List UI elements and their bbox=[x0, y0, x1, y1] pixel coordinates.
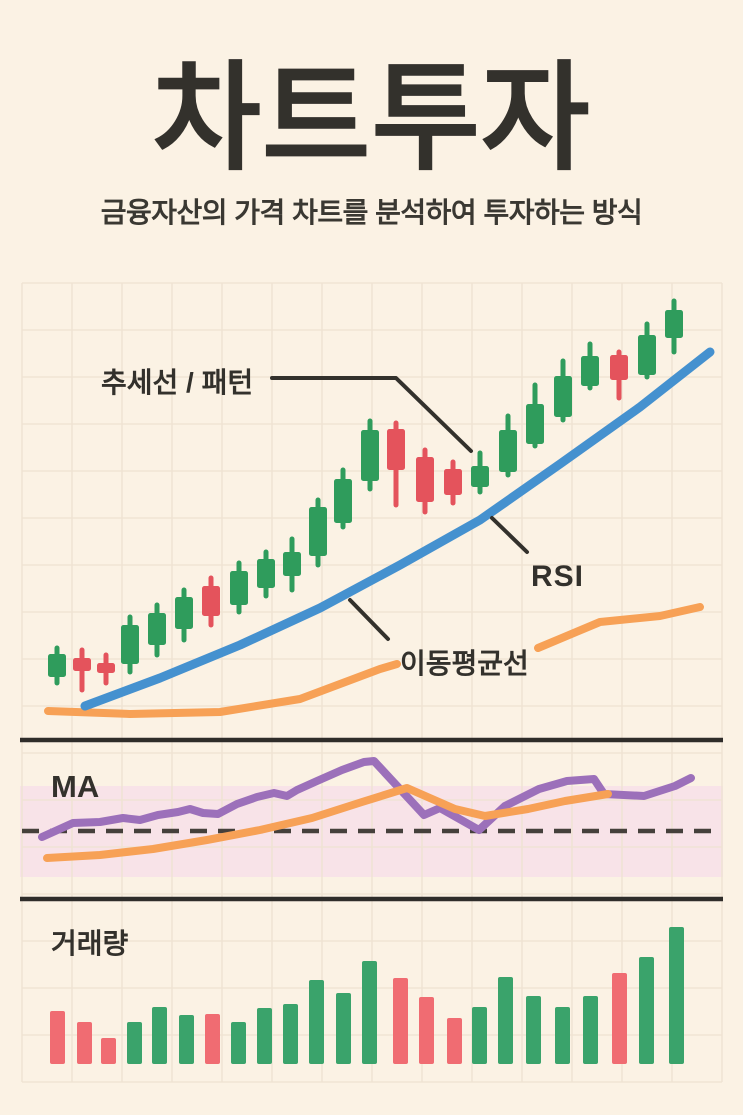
volume-bar bbox=[336, 993, 351, 1064]
candle-body bbox=[526, 404, 544, 444]
volume-bar bbox=[393, 978, 408, 1064]
volume-bar bbox=[179, 1015, 194, 1064]
volume-bar bbox=[127, 1022, 142, 1064]
volume-bar bbox=[257, 1008, 272, 1064]
moving-average-label: 이동평균선 bbox=[400, 648, 529, 679]
candle-body bbox=[665, 310, 683, 338]
candle-body bbox=[175, 597, 193, 629]
volume-bar bbox=[612, 973, 627, 1064]
volume-bar bbox=[555, 1007, 570, 1064]
volume-bar bbox=[472, 1007, 487, 1064]
rsi-label: RSI bbox=[531, 560, 585, 593]
volume-bar bbox=[77, 1022, 92, 1064]
volume-bar bbox=[50, 1011, 65, 1064]
moving-average-line bbox=[44, 660, 401, 718]
candle-body bbox=[334, 479, 352, 523]
volume-bar bbox=[419, 997, 434, 1064]
price-panel bbox=[44, 298, 715, 718]
candle-body bbox=[73, 658, 91, 671]
candle-body bbox=[610, 355, 628, 380]
candle-body bbox=[309, 507, 327, 556]
volume-bar bbox=[526, 996, 541, 1064]
candle-body bbox=[444, 469, 462, 495]
candle-body bbox=[121, 625, 139, 664]
header: 차트투자 금융자산의 가격 차트를 분석하여 투자하는 방식 bbox=[0, 0, 743, 231]
rsi-annotation-line bbox=[490, 516, 529, 554]
page-subtitle: 금융자산의 가격 차트를 분석하여 투자하는 방식 bbox=[100, 197, 643, 229]
volume-bar bbox=[101, 1038, 116, 1064]
volume-bar bbox=[152, 1007, 167, 1064]
page-title: 차트투자 bbox=[152, 53, 591, 185]
volume-panel bbox=[50, 927, 684, 1064]
volume-bar bbox=[447, 1018, 462, 1064]
rsi-line bbox=[80, 347, 715, 711]
candle-body bbox=[499, 430, 517, 472]
moving-average-line bbox=[534, 603, 704, 652]
ma-annotation-line bbox=[348, 598, 390, 641]
trend-pattern-label: 추세선 / 패턴 bbox=[101, 367, 254, 398]
candle-body bbox=[638, 335, 656, 375]
candle-body bbox=[48, 654, 66, 677]
candle-body bbox=[202, 586, 220, 616]
volume-bar bbox=[583, 996, 598, 1064]
candle-body bbox=[97, 663, 115, 673]
volume-label: 거래량 bbox=[51, 928, 129, 959]
candle-body bbox=[471, 466, 489, 487]
volume-bar bbox=[231, 1022, 246, 1064]
candle-body bbox=[361, 430, 379, 481]
ma-fast-line bbox=[38, 757, 695, 841]
candle-body bbox=[148, 613, 166, 645]
volume-bar bbox=[309, 980, 324, 1064]
volume-bar bbox=[205, 1014, 220, 1064]
candle-body bbox=[387, 429, 405, 470]
ma-oscillator-panel bbox=[22, 757, 718, 862]
volume-bar bbox=[669, 927, 684, 1064]
candle-body bbox=[581, 356, 599, 386]
separators bbox=[20, 737, 723, 902]
candle-body bbox=[283, 552, 301, 576]
volume-bar bbox=[283, 1004, 298, 1064]
candle-body bbox=[554, 376, 572, 417]
trend-annotation-line bbox=[270, 376, 473, 453]
candle-body bbox=[416, 457, 434, 502]
volume-bar bbox=[362, 961, 377, 1064]
ma-panel-label: MA bbox=[51, 769, 100, 804]
candle-body bbox=[257, 559, 275, 588]
candle-body bbox=[230, 571, 248, 605]
volume-bar bbox=[639, 957, 654, 1064]
ma-slow-line bbox=[43, 784, 612, 862]
volume-bar bbox=[498, 977, 513, 1064]
